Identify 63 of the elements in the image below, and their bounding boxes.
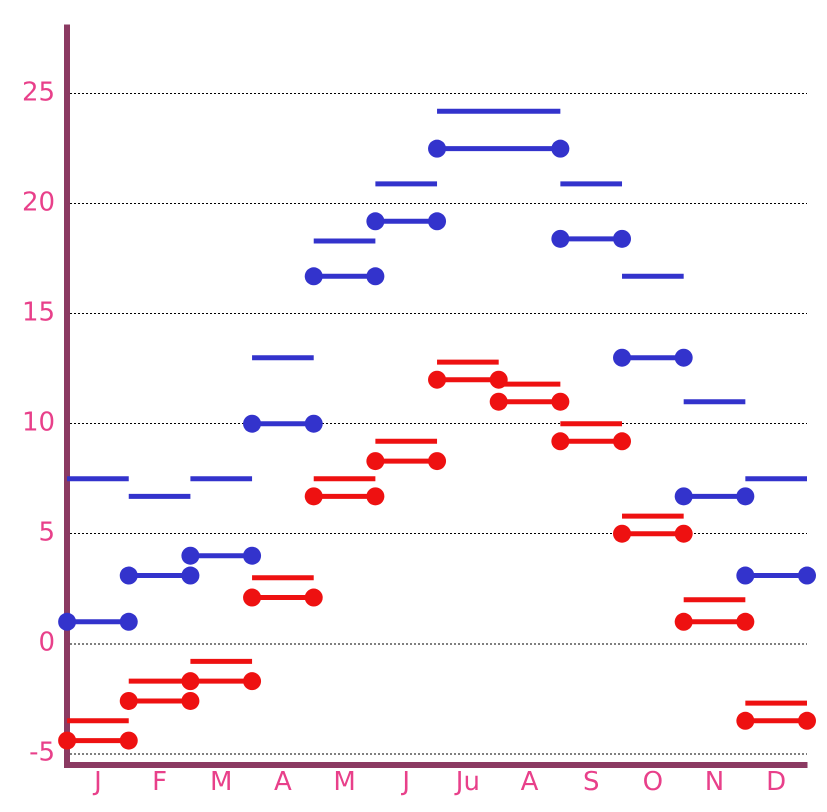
x-tick-label: J [400,767,410,798]
point [613,432,632,450]
y-tick-label: 20 [22,187,56,218]
point [551,432,570,450]
point [181,692,200,710]
x-tick-label: F [152,767,168,798]
point [58,732,76,750]
x-tick-label: N [704,767,724,798]
point [120,732,138,750]
point [243,414,262,433]
point [736,712,754,730]
point [428,212,446,230]
point [736,566,754,585]
point [120,566,138,585]
point [674,348,693,367]
point [181,566,200,585]
point [490,392,508,411]
x-tick-label: O [642,767,664,798]
y-tick-label: 15 [22,297,56,328]
point [243,588,262,607]
y-tick-label: 10 [22,407,56,438]
point [243,546,262,565]
point [428,452,446,470]
x-tick-label: A [274,767,292,798]
point [58,612,76,631]
point [366,487,384,506]
point [551,140,570,158]
point [243,672,262,690]
point [428,370,446,389]
point [736,612,754,631]
x-tick-label: S [582,767,600,798]
point [613,348,632,367]
point [736,487,754,506]
point [366,267,384,286]
point [613,230,632,248]
point [366,212,384,230]
point [613,524,632,543]
point [304,588,323,607]
point [181,546,200,565]
point [798,566,816,585]
y-tick-label: -5 [29,738,56,768]
point [366,452,384,470]
point [120,612,138,631]
point [798,712,816,730]
y-tick-label: 0 [38,628,56,658]
point [304,267,323,286]
point [551,230,570,248]
point [304,487,323,506]
y-tick-label: 5 [38,517,56,548]
point [120,692,138,710]
point [674,487,693,506]
point [304,414,323,433]
y-tick-label: 25 [22,77,56,108]
point [674,524,693,543]
point [674,612,693,631]
x-tick-label: J [92,767,102,798]
x-tick-label: Ju [454,767,480,798]
x-tick-label: M [333,767,356,798]
x-tick-label: A [520,767,539,798]
point [428,140,446,158]
point [551,392,570,411]
x-tick-label: M [210,767,232,798]
x-tick-label: D [766,767,786,798]
